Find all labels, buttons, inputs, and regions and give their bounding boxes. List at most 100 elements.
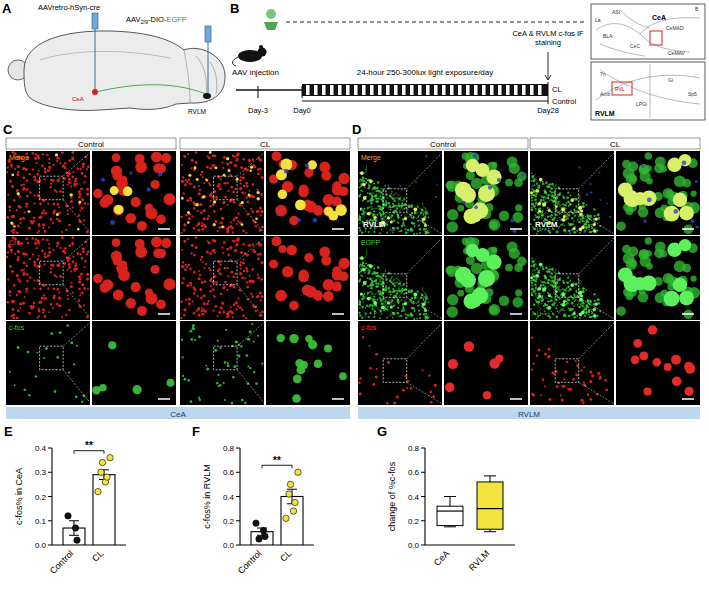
cell	[12, 229, 15, 232]
cell	[379, 297, 381, 299]
cell	[414, 310, 416, 312]
label: CeC	[630, 43, 640, 49]
cell	[227, 275, 229, 277]
cell	[151, 265, 160, 274]
cell	[359, 193, 361, 195]
cell	[374, 280, 377, 283]
fiber	[394, 282, 400, 284]
cell	[244, 277, 246, 279]
cell	[276, 213, 279, 216]
cell	[227, 364, 230, 367]
cell	[22, 252, 25, 255]
cell	[17, 309, 20, 312]
cell	[398, 284, 399, 285]
cell	[186, 199, 189, 202]
cell	[151, 151, 162, 162]
cell	[360, 264, 362, 266]
cell	[75, 178, 78, 181]
cell	[374, 311, 376, 313]
cell	[509, 163, 520, 174]
cell	[46, 239, 49, 242]
cell	[360, 274, 362, 276]
cell	[28, 210, 31, 213]
cell	[217, 315, 219, 317]
cell	[366, 305, 368, 307]
cell	[198, 185, 200, 187]
cell	[446, 181, 455, 190]
cell	[299, 185, 309, 195]
cell	[37, 279, 40, 282]
label: B	[695, 6, 699, 12]
cell	[361, 231, 363, 233]
cell	[358, 219, 360, 221]
label: AAV2/9-DIO-EGFP	[126, 15, 187, 25]
cell	[368, 270, 371, 273]
cell	[207, 155, 209, 157]
cell	[224, 281, 227, 284]
cell	[398, 205, 401, 208]
cell	[16, 274, 19, 277]
cell	[246, 281, 248, 283]
cell	[365, 182, 367, 184]
cell	[367, 207, 369, 209]
cell	[295, 200, 306, 211]
cell	[509, 248, 520, 259]
cell	[289, 301, 299, 311]
cell	[374, 195, 377, 198]
cell	[48, 170, 50, 172]
cell	[410, 228, 413, 231]
cell	[372, 298, 375, 301]
cell	[212, 239, 215, 242]
cell	[230, 271, 233, 274]
cell	[247, 382, 250, 385]
cell	[448, 359, 458, 369]
cell	[167, 379, 175, 387]
cell	[241, 223, 244, 226]
cell	[10, 164, 13, 167]
cell	[235, 341, 238, 344]
cell	[231, 186, 233, 188]
cell	[447, 209, 458, 220]
cell	[27, 351, 30, 354]
fiber	[375, 293, 381, 303]
cell	[181, 338, 183, 340]
cell	[375, 197, 377, 199]
cell	[213, 200, 216, 203]
cell	[390, 306, 393, 309]
cell	[304, 253, 313, 262]
cell	[8, 205, 11, 208]
light-stripe	[482, 85, 486, 95]
cell	[227, 254, 230, 257]
cell	[189, 282, 192, 285]
cell	[237, 212, 239, 214]
cell	[184, 183, 187, 186]
micrograph	[616, 151, 700, 235]
cell	[23, 177, 26, 180]
cell	[385, 193, 388, 196]
cell	[385, 200, 387, 202]
cell	[208, 215, 210, 217]
cell	[363, 214, 365, 216]
cell	[133, 385, 142, 394]
cell	[233, 219, 236, 222]
label: CeMAV	[668, 50, 686, 56]
cell	[113, 204, 124, 215]
label: Control	[552, 97, 577, 106]
cell	[226, 204, 228, 206]
cell	[216, 382, 219, 385]
cell	[422, 303, 426, 307]
cell	[489, 304, 501, 316]
cell	[476, 248, 490, 262]
cell	[380, 283, 382, 285]
cell	[16, 189, 19, 192]
cell	[457, 205, 464, 212]
cell	[401, 300, 403, 302]
cell	[423, 228, 426, 231]
cell	[393, 312, 396, 315]
zoom-box	[40, 176, 64, 200]
cell	[193, 288, 195, 290]
cell	[215, 281, 218, 284]
cell	[39, 301, 42, 304]
cell	[418, 225, 420, 227]
cell	[77, 252, 80, 255]
